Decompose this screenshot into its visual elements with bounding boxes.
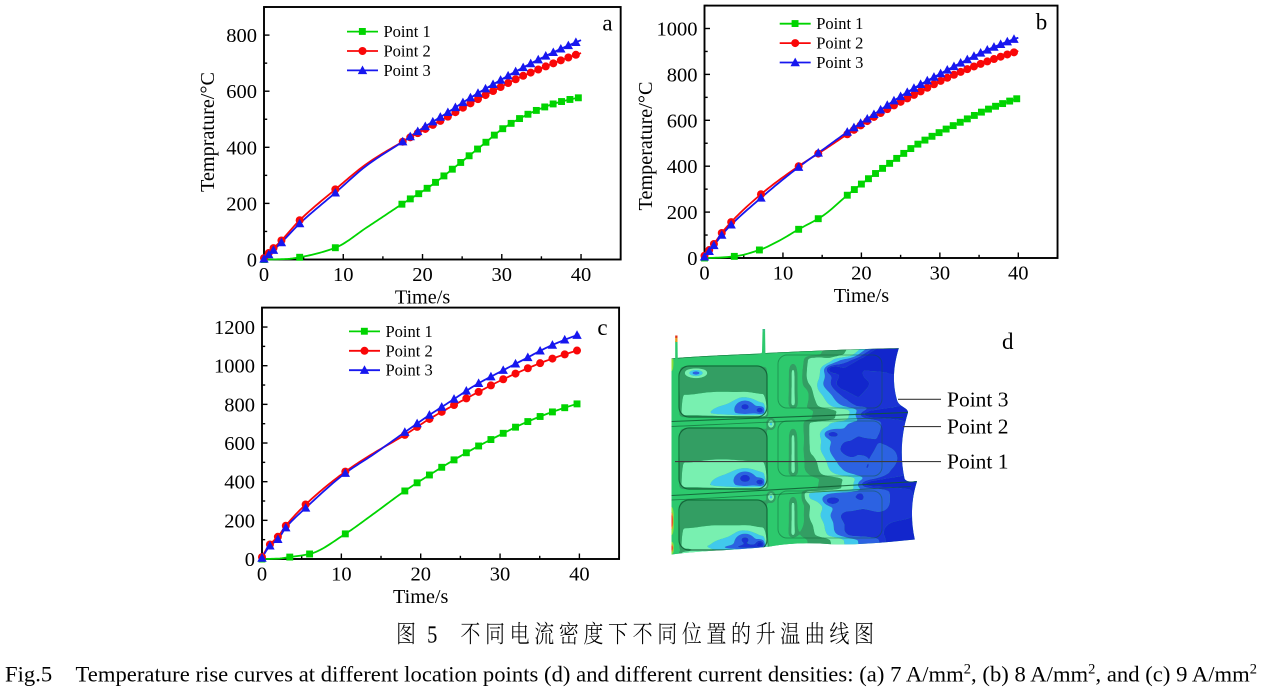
svg-text:400: 400: [224, 472, 255, 494]
svg-text:800: 800: [224, 394, 255, 416]
svg-text:c: c: [597, 315, 607, 340]
svg-text:40: 40: [569, 564, 590, 586]
svg-text:600: 600: [667, 110, 698, 132]
svg-text:800: 800: [226, 25, 257, 47]
svg-text:d: d: [1002, 329, 1014, 354]
svg-text:Point 1: Point 1: [384, 22, 431, 41]
svg-text:Point 1: Point 1: [386, 322, 433, 341]
svg-text:400: 400: [667, 156, 698, 178]
svg-text:20: 20: [410, 564, 431, 586]
svg-text:Point 2: Point 2: [816, 34, 863, 53]
svg-text:30: 30: [492, 264, 513, 286]
svg-text:0: 0: [247, 250, 257, 272]
svg-text:20: 20: [851, 263, 872, 285]
svg-text:Time/s: Time/s: [393, 586, 449, 608]
svg-text:a: a: [602, 11, 612, 36]
svg-text:Point 2: Point 2: [384, 42, 431, 61]
svg-text:Point 3: Point 3: [386, 361, 433, 380]
svg-text:20: 20: [412, 264, 433, 286]
svg-text:Temperature/°C: Temperature/°C: [635, 82, 657, 211]
svg-text:200: 200: [226, 193, 257, 215]
svg-text:Point 3: Point 3: [947, 388, 1009, 412]
svg-text:1200: 1200: [214, 317, 255, 339]
svg-text:200: 200: [667, 202, 698, 224]
svg-text:Point 2: Point 2: [947, 415, 1009, 439]
svg-text:Temprature/°C: Temprature/°C: [197, 72, 219, 192]
svg-text:10: 10: [331, 564, 352, 586]
svg-text:Point 3: Point 3: [384, 61, 431, 80]
svg-text:40: 40: [1008, 263, 1029, 285]
svg-text:0: 0: [245, 549, 255, 571]
svg-text:200: 200: [224, 510, 255, 532]
svg-text:Point 1: Point 1: [816, 14, 863, 33]
svg-text:30: 30: [490, 564, 511, 586]
svg-text:Fig.5 Temperature rise curves: Fig.5 Temperature rise curves at differe…: [5, 662, 1257, 687]
svg-text:600: 600: [224, 433, 255, 455]
svg-text:400: 400: [226, 137, 257, 159]
svg-text:30: 30: [930, 263, 951, 285]
svg-text:1000: 1000: [657, 19, 698, 41]
svg-text:Point 1: Point 1: [947, 450, 1009, 474]
svg-text:Time/s: Time/s: [395, 287, 451, 309]
svg-text:b: b: [1036, 10, 1048, 35]
svg-text:Point 3: Point 3: [816, 53, 863, 72]
svg-text:0: 0: [257, 564, 267, 586]
svg-text:Time/s: Time/s: [834, 285, 890, 307]
svg-text:40: 40: [571, 264, 592, 286]
svg-text:10: 10: [333, 264, 354, 286]
svg-text:Point 2: Point 2: [386, 341, 433, 360]
svg-text:600: 600: [226, 81, 257, 103]
svg-text:0: 0: [699, 263, 709, 285]
svg-text:10: 10: [773, 263, 794, 285]
svg-text:800: 800: [667, 64, 698, 86]
svg-text:1000: 1000: [214, 356, 255, 378]
svg-text:0: 0: [259, 264, 269, 286]
svg-text:0: 0: [687, 248, 697, 270]
